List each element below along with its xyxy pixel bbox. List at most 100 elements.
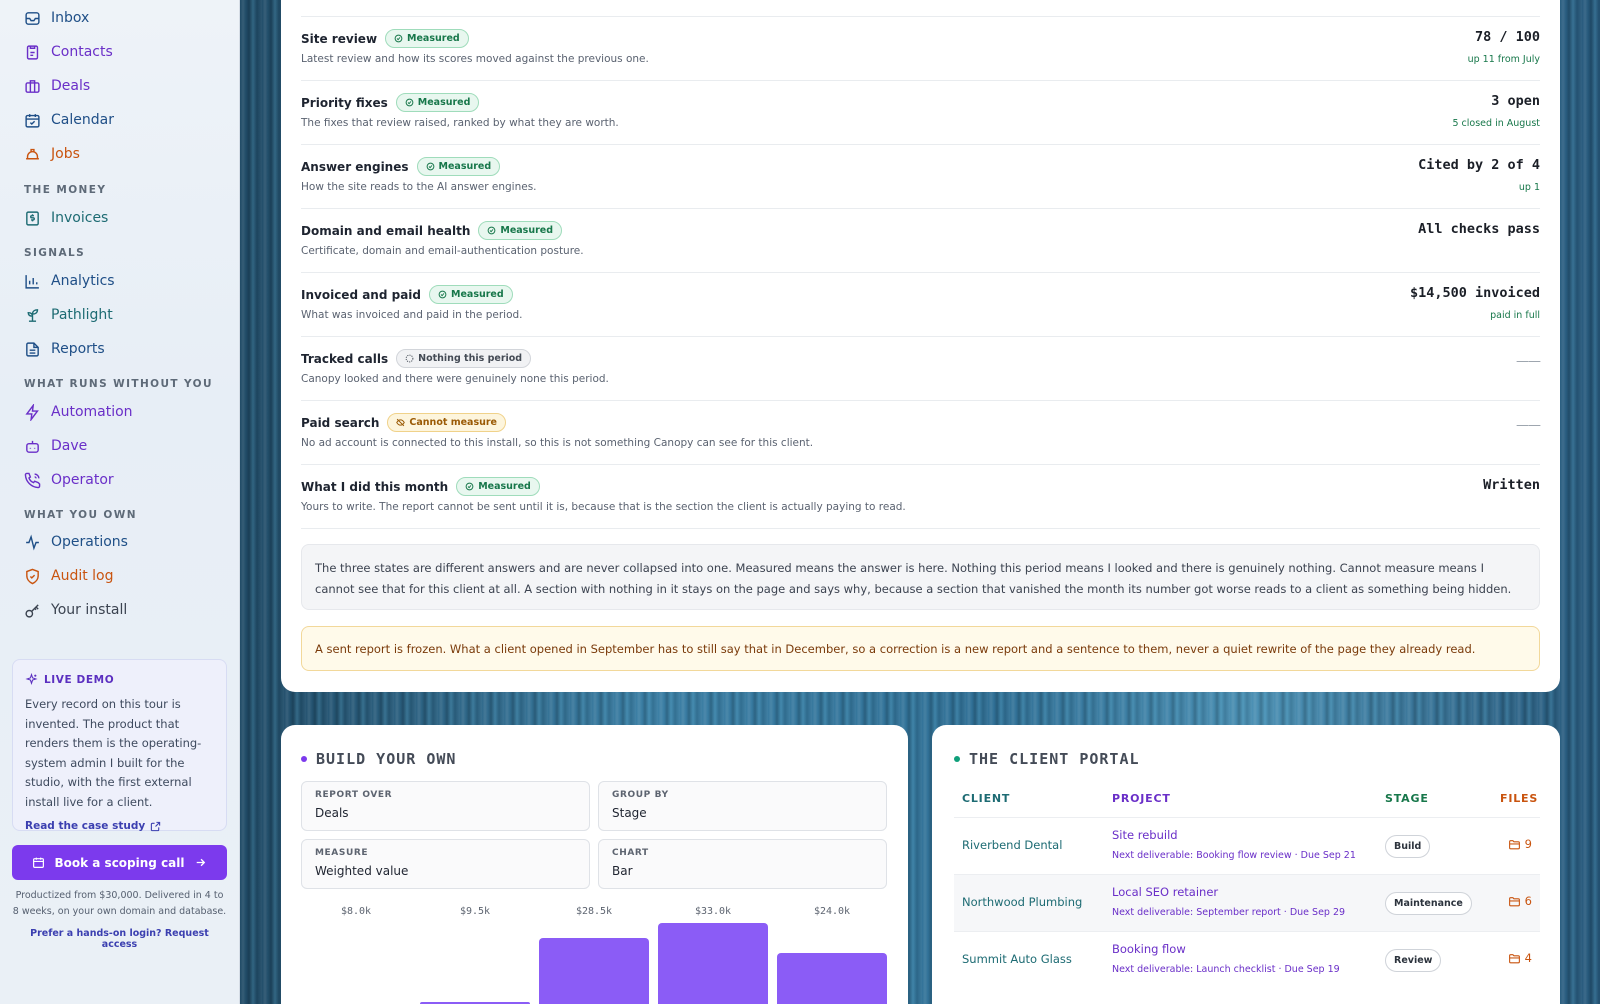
key-icon	[25, 603, 39, 618]
measured-badge: Measured	[456, 477, 540, 496]
section-title: Answer engines	[301, 159, 409, 174]
project-name[interactable]: Booking flow	[1112, 942, 1186, 956]
client-name[interactable]: Riverbend Dental	[962, 838, 1063, 852]
hard-hat-icon	[26, 148, 39, 159]
live-demo-panel: LIVE DEMO Every record on this tour is i…	[12, 659, 227, 832]
check-circle-icon	[488, 226, 496, 235]
check-circle-icon	[426, 162, 434, 171]
table-row[interactable]: Northwood Plumbing Local SEO retainer Ne…	[954, 874, 1540, 931]
sprout-icon	[27, 308, 39, 322]
section-value: All checks pass	[1418, 221, 1540, 237]
section-heading-signals: SIGNALS	[24, 247, 86, 259]
chart-bar[interactable]	[539, 938, 649, 1004]
activity-icon	[26, 533, 39, 551]
section-title-group: Answer engines Measured	[301, 157, 501, 176]
bar-value-label: $9.5k	[459, 906, 491, 917]
sparkle-icon	[25, 673, 38, 686]
sidebar-item-operations[interactable]: Operations	[24, 530, 128, 554]
sidebar-item-label: Audit log	[51, 568, 114, 584]
request-access-link[interactable]: Prefer a hands-on login? Request access	[30, 928, 209, 950]
sidebar-item-label: Calendar	[51, 112, 114, 128]
section-description: Canopy looked and there were genuinely n…	[301, 373, 609, 385]
external-link-icon	[151, 821, 161, 831]
sidebar-item-contacts[interactable]: Contacts	[24, 40, 113, 64]
sidebar-item-analytics[interactable]: Analytics	[24, 269, 115, 293]
calendar-icon	[33, 857, 45, 868]
sidebar-item-audit-log[interactable]: Audit log	[24, 564, 114, 588]
group-by-select[interactable]: GROUP BY Stage	[598, 781, 887, 831]
live-demo-text: Every record on this tour is invented. T…	[25, 697, 202, 809]
card-title: BUILD YOUR OWN	[301, 750, 456, 768]
sidebar-item-inbox[interactable]: Inbox	[24, 6, 89, 30]
sidebar-item-label: Operations	[51, 534, 128, 550]
report-over-select[interactable]: REPORT OVER Deals	[301, 781, 590, 831]
report-section-row: Tracked calls Nothing this period Canopy…	[301, 336, 1541, 400]
shield-check-icon	[26, 568, 39, 584]
files-count[interactable]: 9	[1508, 837, 1532, 851]
next-deliverable: Next deliverable: Booking flow review · …	[1112, 850, 1356, 861]
sidebar-item-reports[interactable]: Reports	[24, 337, 105, 361]
sidebar-item-jobs[interactable]: Jobs	[24, 142, 80, 166]
dashed-circle-icon	[405, 354, 414, 363]
section-title-group: Site review Measured	[301, 29, 469, 48]
section-description: The fixes that review raised, ranked by …	[301, 117, 619, 129]
section-value: 3 open	[1491, 93, 1540, 109]
table-row[interactable]: Riverbend Dental Site rebuild Next deliv…	[954, 817, 1540, 874]
client-name[interactable]: Summit Auto Glass	[962, 952, 1072, 966]
section-title-group: Priority fixes Measured	[301, 93, 480, 112]
book-scoping-call-button[interactable]: Book a scoping call	[12, 845, 227, 880]
chart-bar[interactable]	[420, 1002, 530, 1004]
check-circle-icon	[465, 482, 474, 491]
sidebar-item-deals[interactable]: Deals	[24, 74, 90, 98]
sidebar-item-dave[interactable]: Dave	[24, 434, 87, 458]
project-name[interactable]: Site rebuild	[1112, 828, 1178, 842]
section-delta: 5 closed in August	[1452, 118, 1540, 129]
section-title-group: Paid search Cannot measure	[301, 413, 506, 432]
section-delta: up 11 from July	[1467, 54, 1540, 65]
check-circle-icon	[405, 98, 414, 107]
case-study-link[interactable]: Read the case study	[25, 820, 214, 832]
empty-value: ——	[1516, 354, 1541, 369]
column-header-stage: STAGE	[1385, 792, 1429, 805]
section-description: How the site reads to the AI answer engi…	[301, 181, 537, 193]
report-section-row: Paid search Cannot measure No ad account…	[301, 400, 1541, 464]
chart-bar[interactable]	[658, 923, 768, 1004]
bar-chart-icon	[25, 274, 39, 289]
bar-value-label: $8.0k	[340, 906, 372, 917]
sidebar-item-invoices[interactable]: Invoices	[24, 206, 108, 230]
stage-badge: Review	[1385, 949, 1442, 972]
chart-type-select[interactable]: CHART Bar	[598, 839, 887, 889]
sidebar-item-your-install[interactable]: Your install	[24, 598, 127, 622]
bar-value-label: $33.0k	[694, 906, 732, 917]
status-dot	[954, 756, 960, 762]
report-section-row: Domain and email health Measured Certifi…	[301, 208, 1540, 272]
section-value: Cited by 2 of 4	[1418, 157, 1540, 173]
column-header-project: PROJECT	[1112, 792, 1171, 805]
section-heading-money: THE MONEY	[24, 184, 107, 196]
bot-icon	[26, 440, 39, 453]
section-title: Tracked calls	[301, 351, 389, 366]
files-count[interactable]: 6	[1508, 894, 1532, 908]
project-name[interactable]: Local SEO retainer	[1112, 885, 1219, 899]
nothing-badge: Nothing this period	[396, 349, 532, 368]
column-header-files: FILES	[1500, 792, 1539, 805]
sidebar-item-pathlight[interactable]: Pathlight	[24, 303, 113, 327]
report-section-row: Priority fixes Measured The fixes that r…	[301, 80, 1540, 144]
sidebar-item-automation[interactable]: Automation	[24, 400, 133, 424]
section-description: Certificate, domain and email-authentica…	[301, 245, 584, 257]
client-name[interactable]: Northwood Plumbing	[962, 895, 1083, 909]
sidebar-item-label: Operator	[51, 472, 114, 488]
files-count[interactable]: 4	[1508, 951, 1532, 965]
eye-off-icon	[396, 418, 406, 427]
sidebar-item-calendar[interactable]: Calendar	[24, 108, 114, 132]
next-deliverable: Next deliverable: September report · Due…	[1112, 907, 1346, 918]
sidebar-item-operator[interactable]: Operator	[24, 468, 114, 492]
chart-bar[interactable]	[777, 953, 887, 1004]
measure-select[interactable]: MEASURE Weighted value	[301, 839, 590, 889]
section-description: What was invoiced and paid in the period…	[301, 309, 523, 321]
states-explanation-note: The three states are different answers a…	[301, 544, 1540, 610]
table-row[interactable]: Summit Auto Glass Booking flow Next deli…	[954, 931, 1540, 988]
section-value: $14,500 invoiced	[1409, 285, 1540, 301]
stage-badge: Build	[1385, 835, 1431, 858]
section-title-group: What I did this month Measured	[301, 477, 540, 496]
